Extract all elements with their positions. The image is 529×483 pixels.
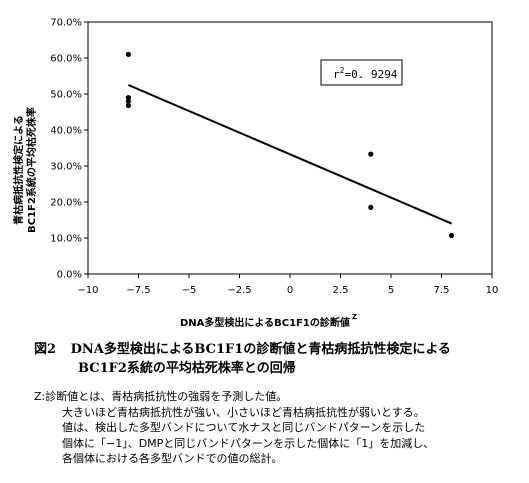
footnote: Z:診断値とは、青枯病抵抗性の強弱を予測した値。 大きいほど青枯病抵抗性が強い、… xyxy=(34,389,525,467)
y-tick-label: 50.0% xyxy=(50,90,82,101)
y-axis-title-line2: BC1F2系統の平均枯死株率 xyxy=(25,107,38,233)
caption-line1: DNA多型検出によるBC1F1の診断値と青枯病抵抗性検定による xyxy=(70,342,451,357)
x-tick-label: 10 xyxy=(486,285,499,296)
caption-line2: BC1F2系統の平均枯死株率との回帰 xyxy=(78,361,296,376)
r-squared-box xyxy=(320,59,403,86)
x-tick-label: −2.5 xyxy=(227,285,251,296)
data-point xyxy=(125,95,131,101)
data-point xyxy=(449,232,455,239)
y-tick-label: 20.0% xyxy=(50,198,82,209)
figure-number: 図2 xyxy=(34,342,57,357)
scatter-chart: 0.0%10.0%20.0%30.0%40.0%50.0%60.0%70.0% … xyxy=(12,18,498,330)
x-tick-label: −5 xyxy=(182,285,197,296)
data-point xyxy=(125,51,131,58)
footnote-line: 個体に「−1」、DMPと同じバンドパターンを示した個体に「1」を加減し、 xyxy=(62,436,435,450)
r-squared-text: r2=0. 9294 xyxy=(333,66,398,81)
footnote-line: 値は、検出した多型バンドについて水ナスと同じバンドパターンを示した xyxy=(62,421,426,434)
y-tick-label: 10.0% xyxy=(50,234,82,245)
data-point xyxy=(368,204,374,210)
y-tick-label: 60.0% xyxy=(50,54,82,65)
x-axis-tick-labels: −10 −7.5 −5 −2.5 0 2.5 5 7.5 10 xyxy=(77,274,498,296)
data-points-layer xyxy=(125,51,455,239)
y-tick-label: 70.0% xyxy=(50,18,82,29)
footnote-line: 各個体における各多型バンドでの値の総計。 xyxy=(62,452,283,465)
x-tick-label: −10 xyxy=(77,285,98,296)
x-tick-label: 2.5 xyxy=(333,285,349,296)
plot-area-frame xyxy=(87,21,493,275)
data-point xyxy=(125,102,131,109)
data-point xyxy=(125,98,131,104)
y-axis-tick-labels: 0.0% 10.0% 20.0% 30.0% 40.0% 50.0% 60.0% 70.0% xyxy=(50,18,88,281)
y-tick-label: 0.0% xyxy=(57,270,82,281)
y-tick-label: 40.0% xyxy=(50,126,82,137)
trendline-layer xyxy=(128,84,452,225)
y-tick-label: 30.0% xyxy=(50,162,82,173)
x-tick-label: 0 xyxy=(287,285,293,296)
regression-line xyxy=(128,84,452,225)
figure-caption: 図2 DNA多型検出によるBC1F1の診断値と青枯病抵抗性検定による BC1F2… xyxy=(34,340,524,378)
x-tick-label: −7.5 xyxy=(126,285,150,296)
r-squared-annotation: r2=0. 9294 xyxy=(320,59,403,86)
x-tick-label: 7.5 xyxy=(434,285,450,296)
footnote-line: Z:診断値とは、青枯病抵抗性の強弱を予測した値。 xyxy=(34,390,288,403)
x-axis-title: DNA多型検出によるBC1F1の診断値Z xyxy=(180,313,357,329)
x-tick-label: 5 xyxy=(388,285,394,296)
y-axis-title-line1: 青枯病抵抗性検定による xyxy=(12,115,25,225)
footnote-line: 大きいほど青枯病抵抗性が強い、小さいほど青枯病抵抗性が弱いとする。 xyxy=(62,405,425,419)
data-point xyxy=(368,151,374,157)
y-axis-title: 青枯病抵抗性検定による BC1F2系統の平均枯死株率 xyxy=(12,107,38,233)
